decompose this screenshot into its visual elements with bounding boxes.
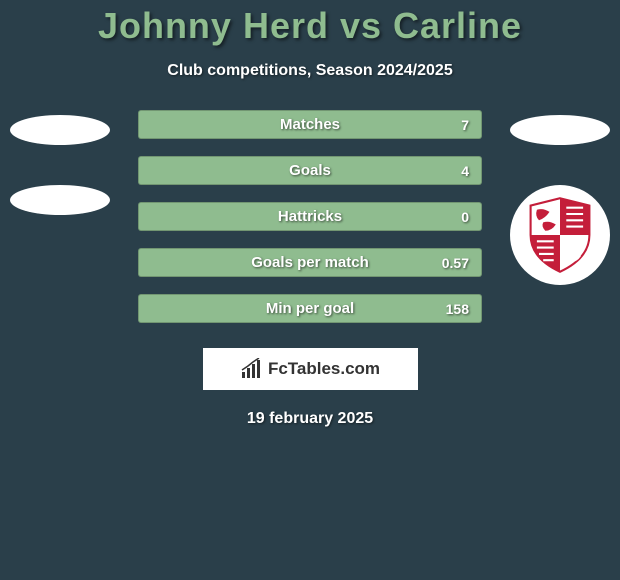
team-crest-badge [510, 185, 610, 285]
brand-attribution: FcTables.com [203, 348, 418, 390]
brand-content: FcTables.com [240, 358, 380, 380]
stat-value: 4 [461, 163, 469, 179]
left-badges-column [10, 110, 110, 215]
stat-label: Goals per match [251, 254, 369, 271]
stat-value: 158 [446, 301, 469, 317]
comparison-infographic: Johnny Herd vs Carline Club competitions… [0, 0, 620, 428]
footer-date: 19 february 2025 [0, 410, 620, 428]
stat-label: Hattricks [278, 208, 342, 225]
stat-row-min-per-goal: Min per goal 158 [138, 294, 482, 323]
stat-label: Min per goal [266, 300, 354, 317]
comparison-area: Matches 7 Goals 4 Hattricks 0 Goals per … [0, 110, 620, 323]
subtitle: Club competitions, Season 2024/2025 [0, 62, 620, 80]
bar-chart-icon [240, 358, 264, 380]
team-badge-placeholder [10, 185, 110, 215]
team-badge-placeholder [10, 115, 110, 145]
stats-column: Matches 7 Goals 4 Hattricks 0 Goals per … [110, 110, 510, 323]
stat-label: Goals [289, 162, 331, 179]
team-badge-placeholder [510, 115, 610, 145]
brand-text: FcTables.com [268, 359, 380, 379]
stat-row-hattricks: Hattricks 0 [138, 202, 482, 231]
stat-value: 0.57 [442, 255, 469, 271]
stat-value: 0 [461, 209, 469, 225]
stat-label: Matches [280, 116, 340, 133]
stat-row-matches: Matches 7 [138, 110, 482, 139]
stat-row-goals-per-match: Goals per match 0.57 [138, 248, 482, 277]
shield-crest-icon [518, 193, 602, 277]
page-title: Johnny Herd vs Carline [0, 5, 620, 47]
stat-row-goals: Goals 4 [138, 156, 482, 185]
stat-value: 7 [461, 117, 469, 133]
right-badges-column [510, 110, 610, 285]
